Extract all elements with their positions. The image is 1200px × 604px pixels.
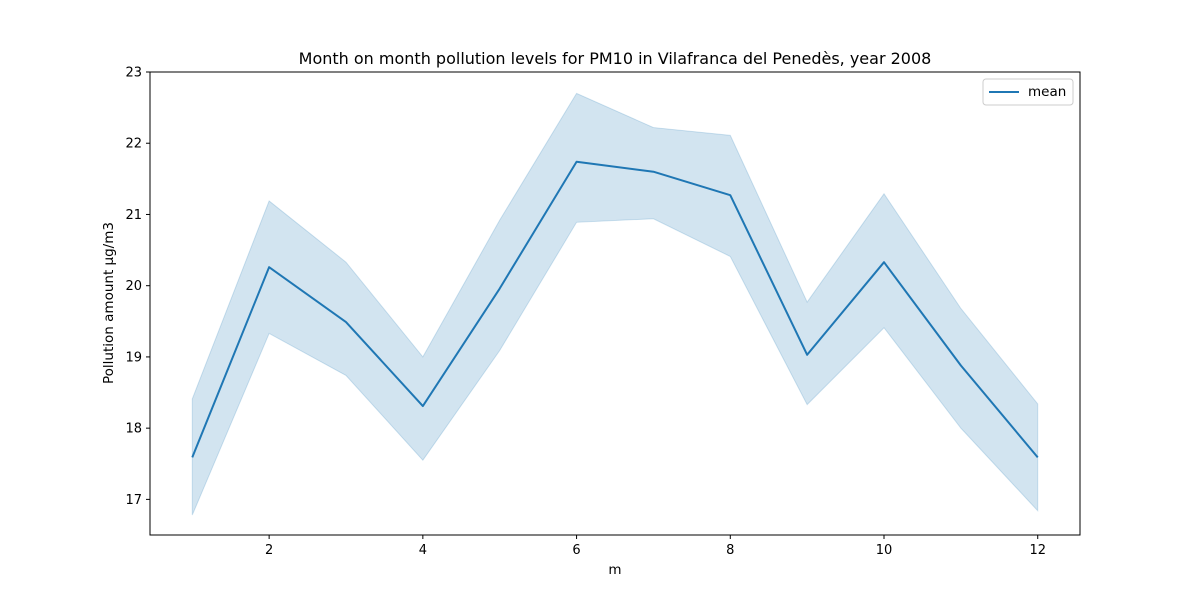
y-tick-label: 23 bbox=[125, 66, 142, 81]
x-tick-label: 6 bbox=[572, 543, 580, 558]
x-tick-label: 4 bbox=[419, 543, 427, 558]
x-tick-label: 12 bbox=[1029, 543, 1046, 558]
y-tick-label: 19 bbox=[125, 350, 142, 365]
confidence-band bbox=[192, 93, 1037, 515]
x-tick-label: 10 bbox=[876, 543, 893, 558]
x-tick-label: 8 bbox=[726, 543, 734, 558]
y-tick-label: 22 bbox=[125, 137, 142, 152]
y-tick-label: 18 bbox=[125, 422, 142, 437]
plot-area bbox=[192, 93, 1037, 515]
x-axis-label: m bbox=[608, 562, 621, 578]
legend: mean bbox=[983, 79, 1073, 105]
legend-label-mean: mean bbox=[1028, 84, 1066, 100]
y-axis-label: Pollution amount µg/m3 bbox=[101, 222, 117, 384]
y-tick-label: 21 bbox=[125, 208, 142, 223]
chart-title: Month on month pollution levels for PM10… bbox=[299, 49, 932, 68]
y-tick-label: 20 bbox=[125, 279, 142, 294]
x-tick-label: 2 bbox=[265, 543, 273, 558]
y-tick-label: 17 bbox=[125, 493, 142, 508]
